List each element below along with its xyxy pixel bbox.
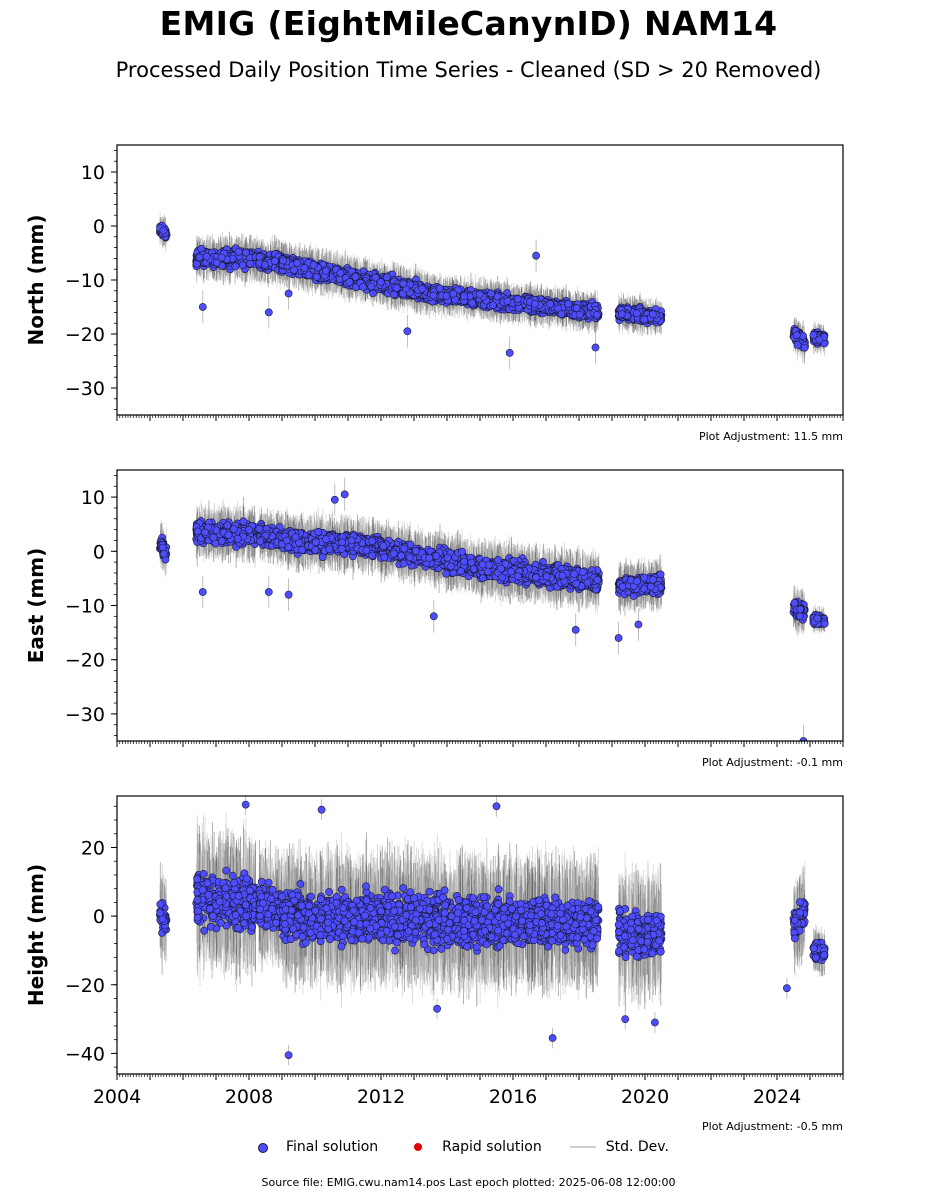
data-point: [309, 260, 318, 269]
data-point: [260, 260, 269, 269]
data-point: [312, 272, 321, 281]
data-point: [300, 263, 309, 272]
data-point: [389, 290, 398, 299]
data-point: [241, 248, 250, 257]
data-point: [336, 268, 345, 277]
data-point: [371, 273, 380, 282]
data-point: [351, 272, 360, 281]
data-point: [392, 284, 401, 292]
data-point: [321, 267, 330, 275]
data-point: [304, 271, 313, 280]
data-point: [202, 252, 211, 261]
data-point: [293, 258, 301, 267]
data-point: [399, 279, 408, 288]
data-point: [195, 253, 204, 262]
data-point: [359, 282, 367, 291]
data-point: [234, 247, 243, 256]
data-point: [238, 261, 247, 270]
data-point: [255, 252, 264, 261]
data-point: [246, 259, 254, 268]
data-point: [159, 226, 168, 235]
data-points: [155, 221, 829, 357]
data-point: [217, 253, 226, 262]
data-point: [212, 258, 221, 267]
data-point: [376, 278, 385, 286]
data-point: [279, 256, 287, 265]
data-point: [418, 284, 426, 293]
data-point: [270, 257, 279, 265]
chart-title: EMIG (EightMileCanynID) NAM14: [159, 4, 778, 43]
data-point: [345, 278, 354, 286]
data-point: [290, 266, 298, 274]
data-point: [367, 282, 376, 291]
chart-subtitle: Processed Daily Position Time Series - C…: [115, 58, 822, 82]
